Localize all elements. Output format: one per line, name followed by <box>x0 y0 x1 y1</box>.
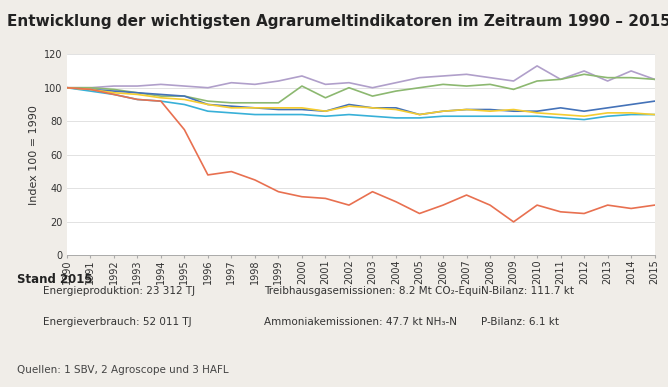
Text: Entwicklung der wichtigsten Agrarumeltindikatoren im Zeitraum 1990 – 2015: Entwicklung der wichtigsten Agrarumeltin… <box>7 14 668 29</box>
Text: Ammoniakemissionen: 47.7 kt NH₃-N: Ammoniakemissionen: 47.7 kt NH₃-N <box>264 317 457 327</box>
Text: Energieproduktion: 23 312 TJ: Energieproduktion: 23 312 TJ <box>43 286 196 296</box>
Text: Energieverbrauch: 52 011 TJ: Energieverbrauch: 52 011 TJ <box>43 317 192 327</box>
Text: Quellen: 1 SBV, 2 Agroscope und 3 HAFL: Quellen: 1 SBV, 2 Agroscope und 3 HAFL <box>17 365 228 375</box>
Text: P-Bilanz: 6.1 kt: P-Bilanz: 6.1 kt <box>481 317 559 327</box>
Text: Treibhausgasemissionen: 8.2 Mt CO₂-Equi.: Treibhausgasemissionen: 8.2 Mt CO₂-Equi. <box>264 286 484 296</box>
Text: Stand 2015: Stand 2015 <box>17 273 92 286</box>
Text: N-Bilanz: 111.7 kt: N-Bilanz: 111.7 kt <box>481 286 574 296</box>
Y-axis label: Index 100 = 1990: Index 100 = 1990 <box>29 105 39 205</box>
